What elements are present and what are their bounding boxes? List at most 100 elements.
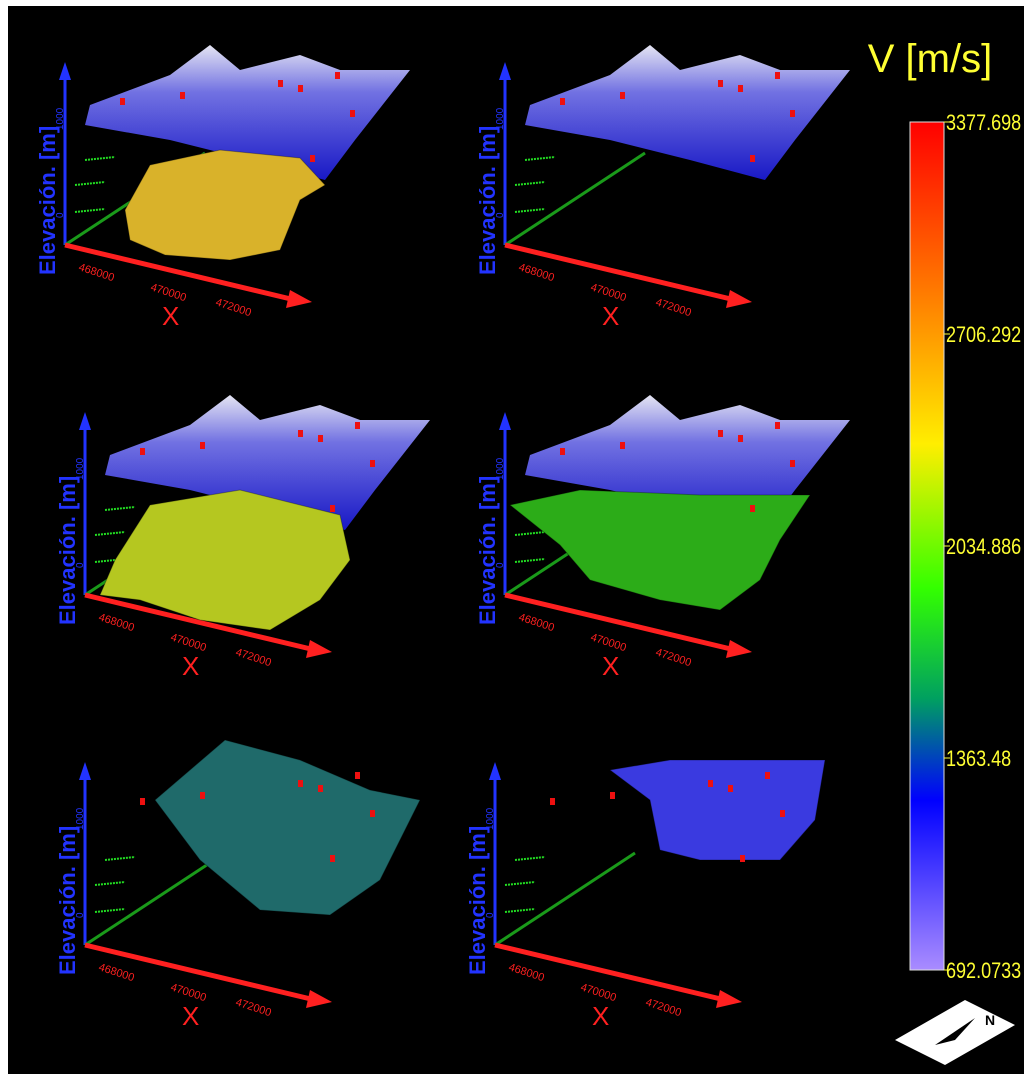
colorbar-tick-label: 3377.698 (946, 111, 1021, 135)
z-tick (514, 558, 546, 563)
station-marker (355, 772, 360, 779)
z-tick (514, 531, 546, 536)
station-marker (620, 442, 625, 449)
y-tick-label: 0 (55, 212, 66, 218)
x-axis-label: X (602, 301, 619, 331)
y-tick-label: 0 (495, 562, 506, 568)
station-marker (750, 155, 755, 162)
station-marker (790, 110, 795, 117)
x-axis-label: X (602, 651, 619, 681)
velocity-surface (99, 489, 351, 631)
y-axis-label: Elevación. [m] (475, 126, 500, 275)
y-tick-label: 1000 (495, 107, 506, 130)
z-tick (94, 531, 126, 536)
svg-text:N: N (985, 1012, 995, 1028)
station-marker (330, 855, 335, 862)
y-tick-label: 0 (485, 912, 496, 918)
y-axis-arrow (489, 762, 501, 780)
z-tick (74, 208, 106, 213)
station-marker (740, 855, 745, 862)
x-axis (84, 592, 316, 653)
station-marker (350, 110, 355, 117)
z-tick (94, 908, 126, 913)
x-axis (504, 592, 736, 653)
colorbar-tick-label: 1363.48 (946, 747, 1011, 771)
z-tick (524, 156, 556, 161)
z-tick (514, 181, 546, 186)
station-marker (775, 72, 780, 79)
station-marker (180, 92, 185, 99)
north-arrow: N (895, 1000, 1015, 1065)
y-tick-label: 1000 (495, 457, 506, 480)
colorbar (909, 121, 945, 971)
z-axis (494, 851, 636, 947)
colorbar-title: V [m/s] (868, 37, 992, 81)
station-marker (790, 460, 795, 467)
station-marker (318, 785, 323, 792)
station-marker (200, 792, 205, 799)
station-marker (330, 505, 335, 512)
x-axis-label: X (162, 301, 179, 331)
z-axis (84, 851, 226, 947)
y-tick-label: 1000 (55, 107, 66, 130)
y-axis-label: Elevación. [m] (55, 476, 80, 625)
z-tick (504, 908, 536, 913)
station-marker (560, 448, 565, 455)
x-axis-label: X (182, 1001, 199, 1031)
station-marker (318, 435, 323, 442)
y-tick-label: 1000 (75, 457, 86, 480)
station-marker (550, 798, 555, 805)
y-axis-arrow (499, 412, 511, 430)
station-marker (718, 430, 723, 437)
velocity-surface (154, 739, 421, 916)
station-marker (370, 810, 375, 817)
station-marker (298, 85, 303, 92)
z-tick (104, 506, 136, 511)
y-axis-label: Elevación. [m] (475, 476, 500, 625)
station-marker (298, 430, 303, 437)
station-marker (750, 505, 755, 512)
x-axis-arrow (726, 290, 752, 308)
z-tick (74, 181, 106, 186)
terrain-surface (105, 395, 430, 530)
station-marker (140, 798, 145, 805)
station-marker (355, 422, 360, 429)
velocity-surface (124, 149, 326, 261)
x-axis-arrow (716, 990, 742, 1008)
station-marker (120, 98, 125, 105)
x-axis-arrow (306, 990, 332, 1008)
x-axis-label: X (182, 651, 199, 681)
z-tick (514, 856, 546, 861)
station-marker (775, 422, 780, 429)
station-marker (780, 810, 785, 817)
y-axis-label: Elevación. [m] (465, 826, 490, 975)
station-marker (298, 780, 303, 787)
station-marker (370, 460, 375, 467)
z-tick (84, 156, 116, 161)
y-axis-arrow (79, 412, 91, 430)
z-tick (94, 881, 126, 886)
station-marker (708, 780, 713, 787)
y-axis-arrow (79, 762, 91, 780)
y-tick-label: 0 (75, 912, 86, 918)
colorbar-tick-label: 2034.886 (946, 535, 1021, 559)
y-tick-label: 1000 (75, 807, 86, 830)
velocity-surface (508, 489, 811, 611)
station-marker (728, 785, 733, 792)
y-tick-label: 0 (495, 212, 506, 218)
x-axis-arrow (306, 640, 332, 658)
station-marker (140, 448, 145, 455)
y-axis-arrow (59, 62, 71, 80)
x-axis-arrow (726, 640, 752, 658)
x-axis-label: X (592, 1001, 609, 1031)
z-tick (514, 208, 546, 213)
terrain-surface (525, 45, 850, 180)
z-tick (104, 856, 136, 861)
station-marker (560, 98, 565, 105)
station-marker (620, 92, 625, 99)
z-axis (504, 151, 646, 247)
